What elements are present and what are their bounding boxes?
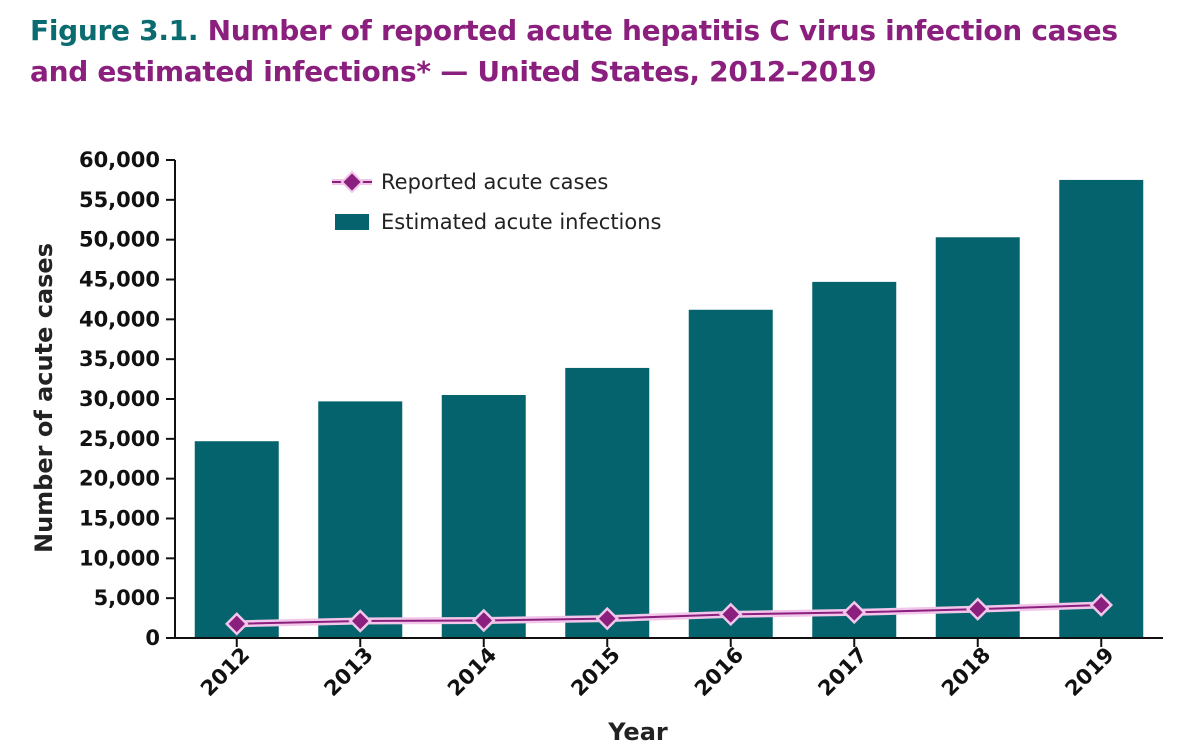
reported-point-2014 [471,608,496,633]
legend-label-estimated: Estimated acute infections [381,210,662,234]
x-tick-label: 2018 [937,643,995,701]
x-tick-label: 2012 [196,643,254,701]
y-tick-label: 50,000 [79,228,160,252]
chart-title: Figure 3.1. Number of reported acute hep… [30,10,1180,92]
bar-2014 [441,395,526,638]
y-tick-label: 5,000 [94,586,160,610]
reported-point-2012 [224,612,249,636]
figure-label: Figure 3.1. [30,14,199,47]
reported-point-2016 [718,602,743,627]
x-ticks-group: 2012 2013 2014 2015 2016 2017 2018 2019 [196,638,1119,701]
bar-2017 [812,281,897,638]
reported-point-2015 [595,606,620,631]
reported-cases-line-group [224,593,1114,636]
y-tick-label: 30,000 [79,387,160,411]
x-tick-label: 2019 [1060,643,1118,701]
y-tick-label: 55,000 [79,188,160,212]
x-tick-label: 2015 [566,643,624,701]
y-axis-title: Number of acute cases [30,243,58,553]
bar-2013 [318,401,403,638]
bar-2012 [194,441,279,638]
reported-point-2017 [842,600,867,625]
x-tick-label: 2013 [319,643,377,701]
y-tick-label: 35,000 [79,347,160,371]
y-tick-label: 20,000 [79,467,160,491]
legend-item-reported: Reported acute cases [332,170,608,194]
bar-2016 [688,309,773,638]
y-tick-label: 40,000 [79,307,160,331]
bar-2015 [565,367,650,638]
y-tick-label: 60,000 [79,148,160,172]
legend-diamond-marker [340,170,364,194]
reported-cases-line [236,604,1102,625]
legend-item-estimated: Estimated acute infections [335,210,662,234]
y-ticks-group: 0 5,000 10,000 15,000 20,000 25,000 30,000 35,0… [79,148,175,650]
legend-label-reported: Reported acute cases [381,170,608,194]
y-tick-label: 25,000 [79,427,160,451]
figure-title: Number of reported acute hepatitis C vir… [30,14,1118,88]
x-tick-label: 2014 [443,643,501,701]
bar-2018 [935,237,1020,638]
legend-bar-swatch [335,214,369,230]
y-tick-label: 45,000 [79,268,160,292]
x-tick-label: 2016 [690,643,748,701]
reported-point-2018 [965,597,990,621]
x-axis-title: Year [607,718,668,746]
x-tick-label: 2017 [813,643,871,701]
reported-point-2013 [348,609,373,633]
reported-point-2019 [1089,593,1114,617]
bars-group [194,179,1144,638]
legend: Reported acute cases Estimated acute inf… [332,170,662,234]
y-tick-label: 10,000 [79,546,160,570]
bar-2019 [1059,179,1144,638]
y-tick-label: 0 [145,626,160,650]
y-tick-label: 15,000 [79,507,160,531]
